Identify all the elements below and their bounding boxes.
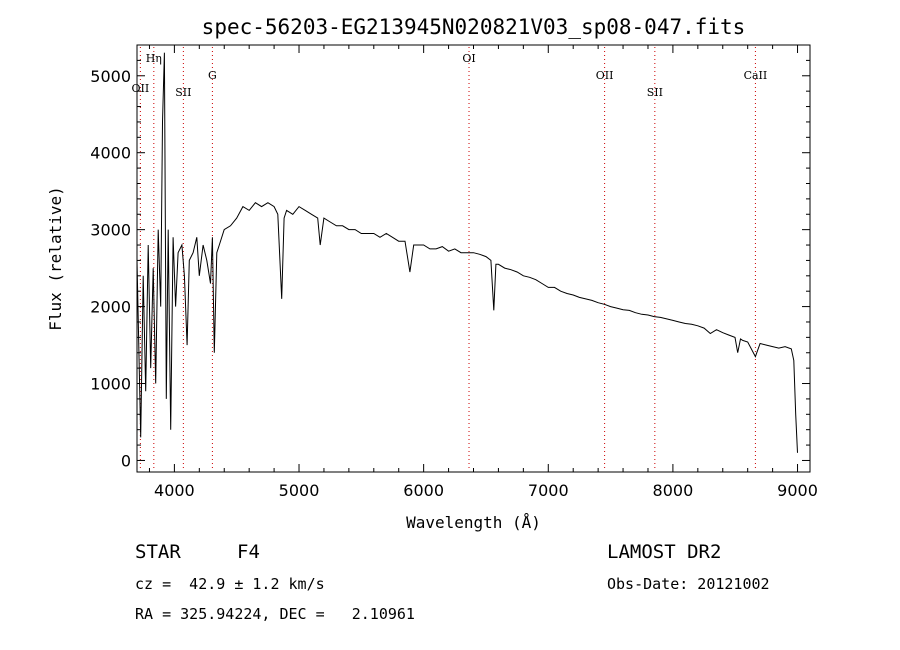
y-axis-label: Flux (relative) [46,186,65,331]
x-axis-label: Wavelength (Å) [406,513,541,532]
x-tick-label: 4000 [154,481,195,500]
line-marker-label: OI [462,52,475,65]
y-tick-label: 3000 [90,221,131,240]
spectrum-series [136,52,798,453]
plot-frame [136,44,811,473]
redshift-text: cz = 42.9 ± 1.2 km/s [135,575,325,593]
y-tick-label: 1000 [90,375,131,394]
survey-label: LAMOST DR2 [607,541,722,563]
object-class-label: STAR [135,541,181,563]
line-marker-label: Hη [146,52,162,65]
line-marker-label: OII [596,69,614,82]
spectral-subclass: F4 [237,541,260,563]
x-tick-label: 7000 [528,481,569,500]
chart-title: spec-56203-EG213945N020821V03_sp08-047.f… [202,15,746,39]
line-marker-label: SII [647,86,663,99]
coordinates-text: RA = 325.94224, DEC = 2.10961 [135,605,415,623]
line-marker-label: G [208,69,217,82]
line-marker-label: CaII [744,69,768,82]
y-tick-label: 2000 [90,298,131,317]
line-marker-label: OII [132,82,150,95]
y-tick-label: 0 [121,451,131,470]
y-tick-label: 4000 [90,144,131,163]
x-tick-label: 6000 [403,481,444,500]
line-marker-label: SII [175,86,191,99]
x-tick-label: 8000 [653,481,694,500]
x-tick-label: 9000 [777,481,818,500]
y-tick-label: 5000 [90,67,131,86]
x-tick-label: 5000 [279,481,320,500]
obs-date-text: Obs-Date: 20121002 [607,575,770,593]
